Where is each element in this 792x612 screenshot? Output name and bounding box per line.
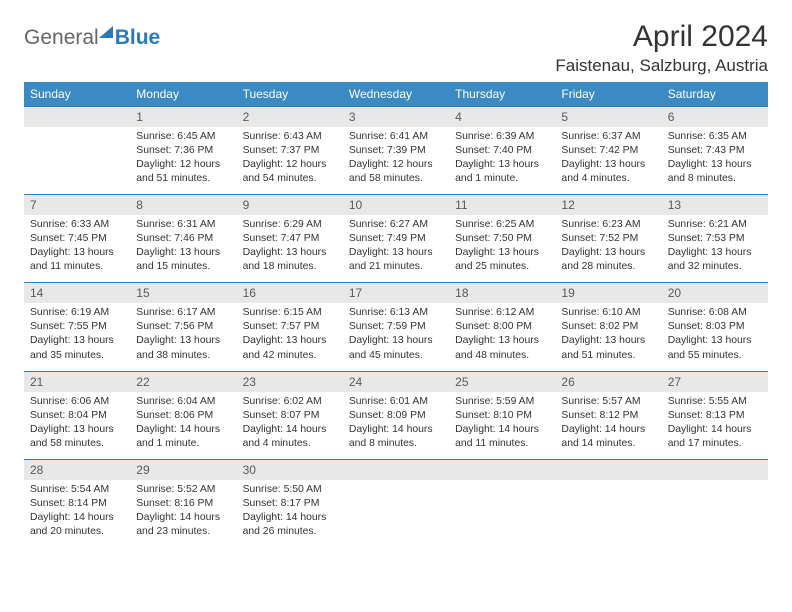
day-number: 26 <box>555 371 661 392</box>
day-cell: Sunrise: 6:01 AM Sunset: 8:09 PM Dayligh… <box>343 392 449 459</box>
week-content-row: Sunrise: 6:19 AM Sunset: 7:55 PM Dayligh… <box>24 303 768 370</box>
day-cell: Sunrise: 6:15 AM Sunset: 7:57 PM Dayligh… <box>237 303 343 370</box>
day-number: 8 <box>130 194 236 215</box>
logo-text-1: General <box>24 26 99 50</box>
day-number: 28 <box>24 459 130 480</box>
day-cell: Sunrise: 6:25 AM Sunset: 7:50 PM Dayligh… <box>449 215 555 282</box>
day-number: 11 <box>449 194 555 215</box>
day-number: 21 <box>24 371 130 392</box>
day-cell <box>449 480 555 547</box>
day-header: Monday <box>130 82 236 106</box>
week-daynum-row: 123456 <box>24 106 768 127</box>
day-cell: Sunrise: 6:31 AM Sunset: 7:46 PM Dayligh… <box>130 215 236 282</box>
day-number: 14 <box>24 282 130 303</box>
day-header: Tuesday <box>237 82 343 106</box>
day-number <box>449 459 555 480</box>
day-number: 29 <box>130 459 236 480</box>
day-number: 25 <box>449 371 555 392</box>
title-block: April 2024 Faistenau, Salzburg, Austria <box>555 20 768 76</box>
day-number: 27 <box>662 371 768 392</box>
day-header: Wednesday <box>343 82 449 106</box>
day-cell: Sunrise: 6:23 AM Sunset: 7:52 PM Dayligh… <box>555 215 661 282</box>
month-title: April 2024 <box>555 20 768 54</box>
header: General Blue April 2024 Faistenau, Salzb… <box>24 20 768 76</box>
day-cell: Sunrise: 6:21 AM Sunset: 7:53 PM Dayligh… <box>662 215 768 282</box>
week-content-row: Sunrise: 6:45 AM Sunset: 7:36 PM Dayligh… <box>24 127 768 194</box>
day-number: 9 <box>237 194 343 215</box>
day-cell: Sunrise: 5:59 AM Sunset: 8:10 PM Dayligh… <box>449 392 555 459</box>
day-cell <box>662 480 768 547</box>
logo-text-2: Blue <box>115 26 161 50</box>
day-cell: Sunrise: 5:50 AM Sunset: 8:17 PM Dayligh… <box>237 480 343 547</box>
day-number: 1 <box>130 106 236 127</box>
day-number: 16 <box>237 282 343 303</box>
day-header: Saturday <box>662 82 768 106</box>
location: Faistenau, Salzburg, Austria <box>555 56 768 76</box>
day-number <box>343 459 449 480</box>
day-cell: Sunrise: 5:52 AM Sunset: 8:16 PM Dayligh… <box>130 480 236 547</box>
day-number: 18 <box>449 282 555 303</box>
day-cell: Sunrise: 6:02 AM Sunset: 8:07 PM Dayligh… <box>237 392 343 459</box>
day-number: 5 <box>555 106 661 127</box>
logo: General Blue <box>24 20 160 50</box>
day-header: Thursday <box>449 82 555 106</box>
week-daynum-row: 14151617181920 <box>24 282 768 303</box>
day-number: 17 <box>343 282 449 303</box>
day-number: 30 <box>237 459 343 480</box>
week-content-row: Sunrise: 6:33 AM Sunset: 7:45 PM Dayligh… <box>24 215 768 282</box>
day-cell: Sunrise: 6:12 AM Sunset: 8:00 PM Dayligh… <box>449 303 555 370</box>
day-cell: Sunrise: 5:54 AM Sunset: 8:14 PM Dayligh… <box>24 480 130 547</box>
day-number: 15 <box>130 282 236 303</box>
day-number <box>24 106 130 127</box>
day-cell: Sunrise: 5:57 AM Sunset: 8:12 PM Dayligh… <box>555 392 661 459</box>
day-number: 24 <box>343 371 449 392</box>
day-cell: Sunrise: 6:27 AM Sunset: 7:49 PM Dayligh… <box>343 215 449 282</box>
week-daynum-row: 21222324252627 <box>24 371 768 392</box>
day-number: 13 <box>662 194 768 215</box>
week-daynum-row: 78910111213 <box>24 194 768 215</box>
day-cell: Sunrise: 6:33 AM Sunset: 7:45 PM Dayligh… <box>24 215 130 282</box>
day-number: 2 <box>237 106 343 127</box>
day-cell: Sunrise: 6:39 AM Sunset: 7:40 PM Dayligh… <box>449 127 555 194</box>
day-cell: Sunrise: 6:10 AM Sunset: 8:02 PM Dayligh… <box>555 303 661 370</box>
day-cell: Sunrise: 6:13 AM Sunset: 7:59 PM Dayligh… <box>343 303 449 370</box>
week-content-row: Sunrise: 6:06 AM Sunset: 8:04 PM Dayligh… <box>24 392 768 459</box>
day-cell: Sunrise: 6:43 AM Sunset: 7:37 PM Dayligh… <box>237 127 343 194</box>
day-cell: Sunrise: 6:08 AM Sunset: 8:03 PM Dayligh… <box>662 303 768 370</box>
day-cell: Sunrise: 6:29 AM Sunset: 7:47 PM Dayligh… <box>237 215 343 282</box>
day-cell: Sunrise: 6:37 AM Sunset: 7:42 PM Dayligh… <box>555 127 661 194</box>
day-cell: Sunrise: 6:17 AM Sunset: 7:56 PM Dayligh… <box>130 303 236 370</box>
day-cell: Sunrise: 6:41 AM Sunset: 7:39 PM Dayligh… <box>343 127 449 194</box>
day-cell: Sunrise: 6:45 AM Sunset: 7:36 PM Dayligh… <box>130 127 236 194</box>
day-cell: Sunrise: 5:55 AM Sunset: 8:13 PM Dayligh… <box>662 392 768 459</box>
day-cell: Sunrise: 6:06 AM Sunset: 8:04 PM Dayligh… <box>24 392 130 459</box>
day-number: 20 <box>662 282 768 303</box>
day-number: 22 <box>130 371 236 392</box>
logo-triangle-icon <box>99 26 113 38</box>
week-daynum-row: 282930 <box>24 459 768 480</box>
week-content-row: Sunrise: 5:54 AM Sunset: 8:14 PM Dayligh… <box>24 480 768 547</box>
day-header: Sunday <box>24 82 130 106</box>
day-headers: SundayMondayTuesdayWednesdayThursdayFrid… <box>24 82 768 106</box>
day-cell: Sunrise: 6:35 AM Sunset: 7:43 PM Dayligh… <box>662 127 768 194</box>
day-number: 3 <box>343 106 449 127</box>
day-cell <box>24 127 130 194</box>
day-number <box>662 459 768 480</box>
weeks-container: 123456Sunrise: 6:45 AM Sunset: 7:36 PM D… <box>24 106 768 547</box>
day-cell: Sunrise: 6:19 AM Sunset: 7:55 PM Dayligh… <box>24 303 130 370</box>
day-cell <box>555 480 661 547</box>
day-number: 4 <box>449 106 555 127</box>
day-number: 19 <box>555 282 661 303</box>
calendar: SundayMondayTuesdayWednesdayThursdayFrid… <box>24 82 768 547</box>
day-number <box>555 459 661 480</box>
day-number: 7 <box>24 194 130 215</box>
day-number: 23 <box>237 371 343 392</box>
day-cell: Sunrise: 6:04 AM Sunset: 8:06 PM Dayligh… <box>130 392 236 459</box>
day-number: 12 <box>555 194 661 215</box>
day-number: 6 <box>662 106 768 127</box>
day-cell <box>343 480 449 547</box>
day-number: 10 <box>343 194 449 215</box>
day-header: Friday <box>555 82 661 106</box>
